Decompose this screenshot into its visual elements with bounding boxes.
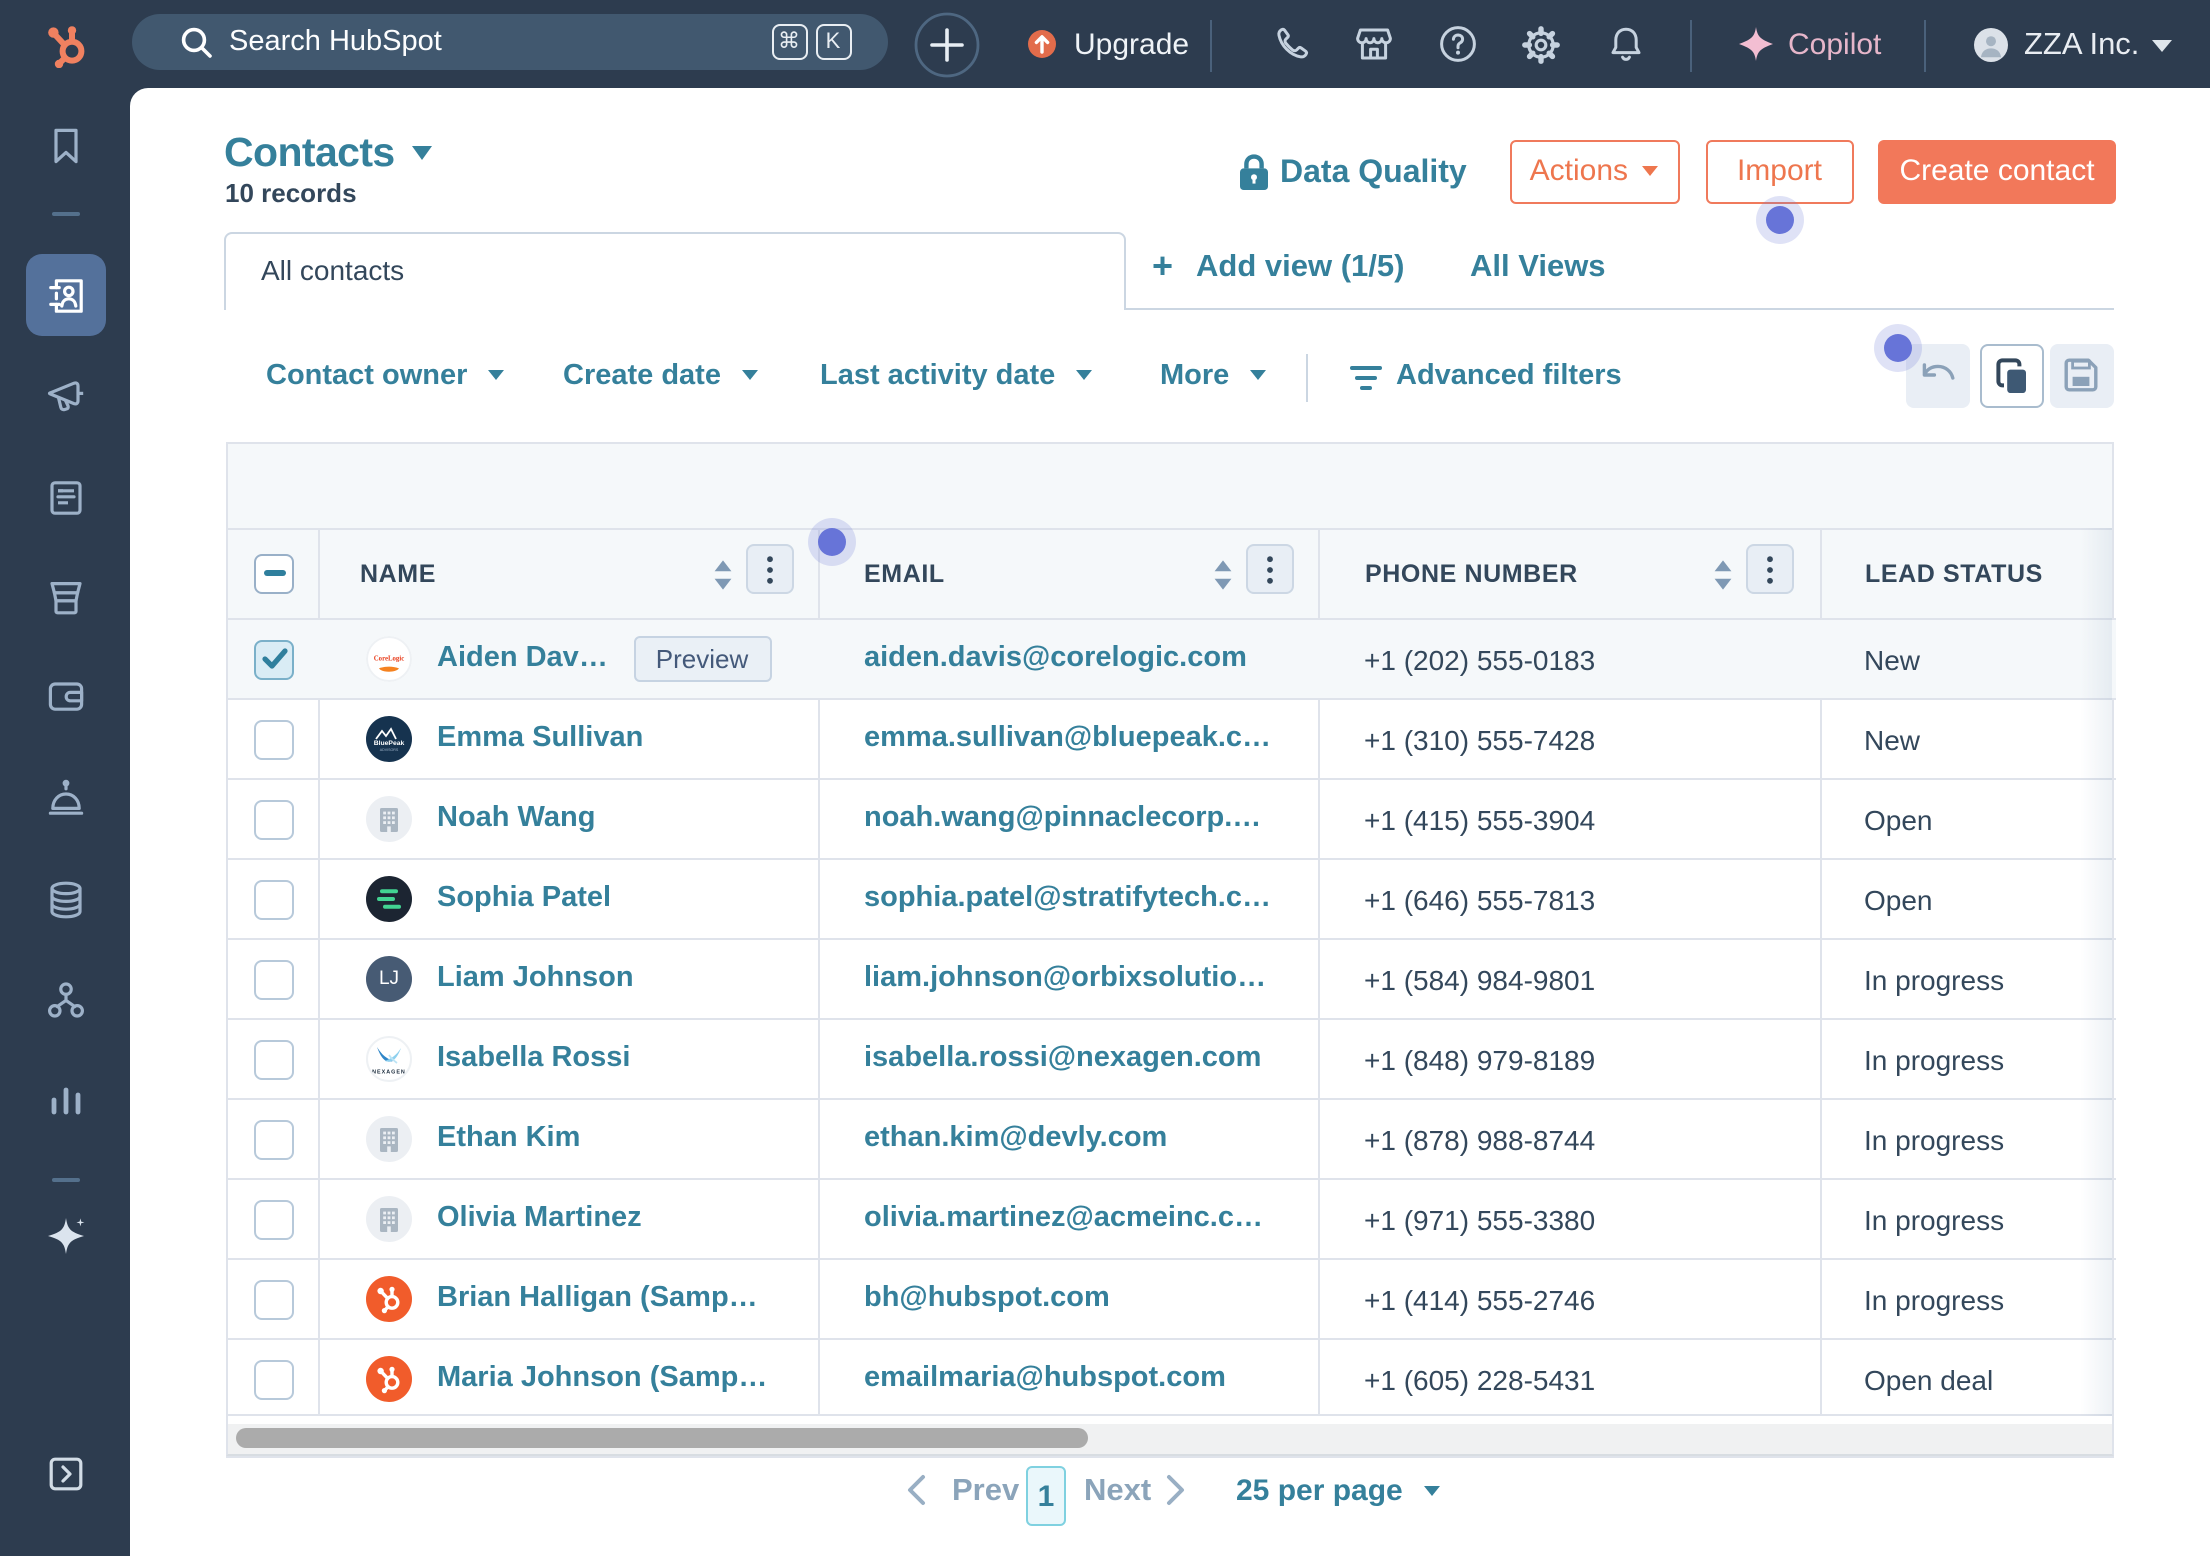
svg-text:ADVISORS: ADVISORS — [380, 748, 399, 752]
svg-text:BluePeak: BluePeak — [374, 740, 405, 747]
svg-text:CoreLogic: CoreLogic — [374, 655, 404, 662]
svg-text:NEXAGEN: NEXAGEN — [372, 1070, 406, 1076]
